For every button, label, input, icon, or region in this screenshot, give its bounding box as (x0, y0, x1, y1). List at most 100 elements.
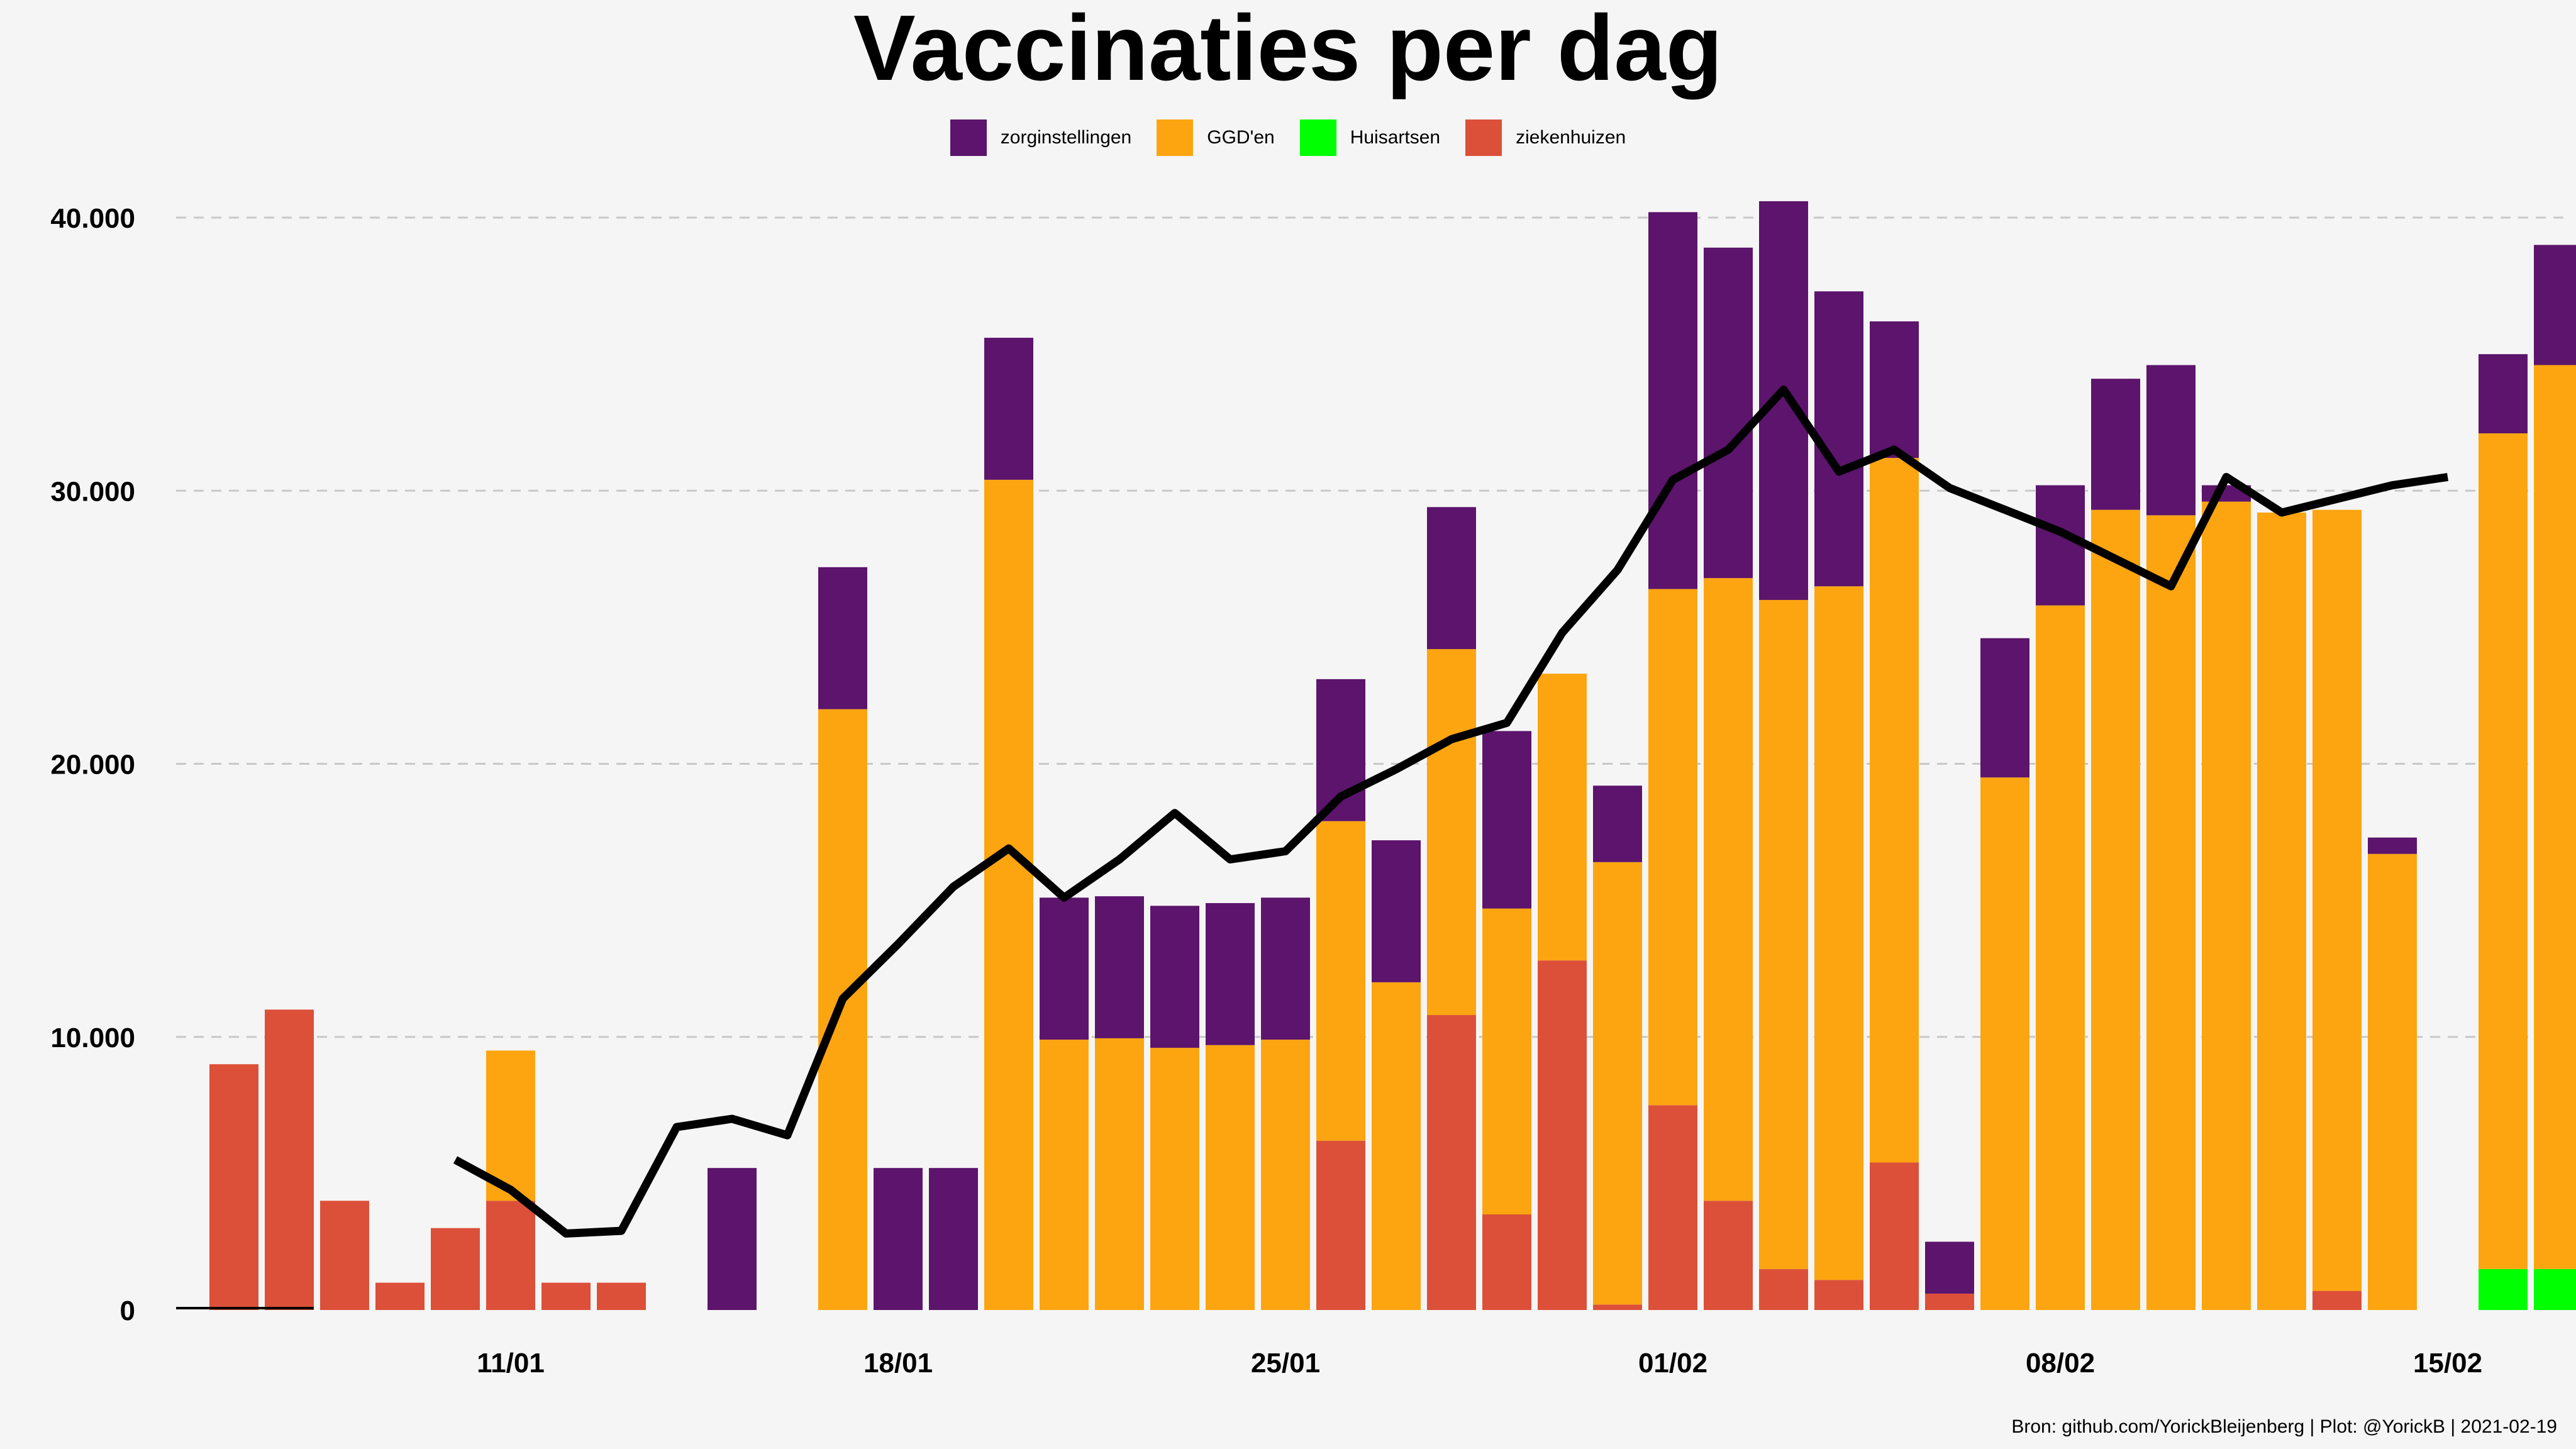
legend-swatch (1465, 119, 1502, 156)
x-tick-label: 08/02 (2026, 1348, 2095, 1379)
bar-segment (2312, 509, 2362, 1291)
bar-segment (1150, 906, 1199, 1048)
bar-segment (2479, 1269, 2528, 1310)
bar-segment (1593, 862, 1642, 1305)
bar-segment (2479, 354, 2528, 434)
y-tick-label: 30.000 (50, 476, 135, 507)
bar-segment (1593, 786, 1642, 862)
bar-segment (2479, 433, 2528, 1269)
bar-segment (2202, 501, 2251, 1310)
bar-segment (1980, 777, 2029, 1310)
bar-segment (265, 1009, 314, 1310)
bar-segment (708, 1168, 757, 1310)
bar-segment (1814, 1280, 1863, 1310)
legend-item: GGD'en (1157, 119, 1275, 156)
bar-segment (1593, 1304, 1642, 1310)
bar-segment (2146, 365, 2196, 516)
bar-segment (929, 1168, 978, 1310)
bar-segment (209, 1064, 258, 1310)
bar-segment (486, 1050, 535, 1201)
legend-swatch (1299, 119, 1336, 156)
bar-segment (1095, 896, 1144, 1038)
legend-item: ziekenhuizen (1465, 119, 1626, 156)
bar-segment (1482, 731, 1531, 909)
bar-segment (874, 1168, 923, 1310)
bar-segment (2312, 1291, 2362, 1310)
legend-swatch (1157, 119, 1194, 156)
bar-segment (1427, 1015, 1476, 1310)
bar-segment (486, 1201, 535, 1310)
y-tick-label: 20.000 (50, 750, 135, 780)
bar-segment (1814, 291, 1863, 587)
bar-segment (1648, 1105, 1697, 1310)
bar-segment (541, 1282, 591, 1310)
x-tick-label: 15/02 (2413, 1348, 2482, 1379)
bar-segment (1925, 1293, 1974, 1310)
bar-segment (1316, 1140, 1365, 1310)
legend-label: zorginstellingen (1000, 127, 1132, 148)
bar-segment (1206, 1045, 1255, 1310)
bar-segment (1648, 589, 1697, 1106)
bar-segment (1427, 507, 1476, 650)
bar-segment (2368, 853, 2417, 1310)
bar-segment (1206, 902, 1255, 1045)
y-tick-label: 40.000 (50, 203, 135, 234)
bar-segment (1482, 1214, 1531, 1310)
legend-item: Huisartsen (1299, 119, 1441, 156)
bar-segment (1704, 247, 1753, 579)
bar-segment (1870, 321, 1919, 458)
y-tick-label: 10.000 (50, 1023, 135, 1053)
bar-segment (1372, 982, 1421, 1310)
bar-segment (984, 479, 1033, 1310)
legend-label: Huisartsen (1350, 127, 1441, 148)
bar-segment (1150, 1048, 1199, 1310)
bar-segment (2091, 379, 2140, 510)
bar-segment (818, 567, 867, 709)
bar-segment (1870, 1162, 1919, 1310)
legend-label: GGD'en (1207, 127, 1275, 148)
bar-segment (1759, 1269, 1808, 1310)
bar-segment (1261, 897, 1310, 1040)
bar-segment (2036, 605, 2085, 1310)
bar-segment (1040, 897, 1089, 1040)
bar-segment (2534, 365, 2576, 1269)
bar-segment (818, 709, 867, 1310)
bar-segment (2368, 837, 2417, 854)
bar-segment (2036, 485, 2085, 606)
legend-swatch (950, 119, 987, 156)
x-tick-label: 18/01 (863, 1348, 933, 1379)
bar-segment (320, 1201, 369, 1310)
bar-segment (1759, 201, 1808, 600)
bar-segment (2091, 509, 2140, 1311)
bar-segment (1704, 1201, 1753, 1310)
bar-segment (1704, 578, 1753, 1201)
bar-segment (431, 1228, 480, 1310)
bar-segment (1814, 586, 1863, 1280)
bar-segment (2257, 512, 2306, 1310)
bar-segment (1759, 599, 1808, 1269)
bar-segment (1648, 212, 1697, 589)
bar-segment (2146, 515, 2196, 1310)
bar-segment (1870, 458, 1919, 1163)
bar-segment (1980, 638, 2029, 778)
legend-item: zorginstellingen (950, 119, 1131, 156)
bar-segment (2534, 245, 2576, 365)
bar-segment (1261, 1040, 1310, 1310)
bar-segment (1482, 908, 1531, 1215)
bar-segment (1040, 1040, 1089, 1310)
bar-segment (1372, 840, 1421, 982)
bar-segment (1316, 821, 1365, 1141)
legend: zorginstellingen GGD'en Huisartsen ziekenhu… (0, 119, 2576, 156)
legend-label: ziekenhuizen (1516, 127, 1626, 148)
bar-segment (1925, 1241, 1974, 1294)
x-tick-label: 01/02 (1638, 1348, 1707, 1379)
x-tick-label: 11/01 (477, 1348, 545, 1379)
bar-segment (1095, 1038, 1144, 1310)
bar-segment (1538, 674, 1587, 961)
moving-average-line (453, 386, 2448, 1238)
x-tick-label: 25/01 (1251, 1348, 1320, 1379)
y-tick-label: 0 (120, 1296, 135, 1326)
bar-segment (1538, 960, 1587, 1310)
bar-segment (1427, 649, 1476, 1016)
